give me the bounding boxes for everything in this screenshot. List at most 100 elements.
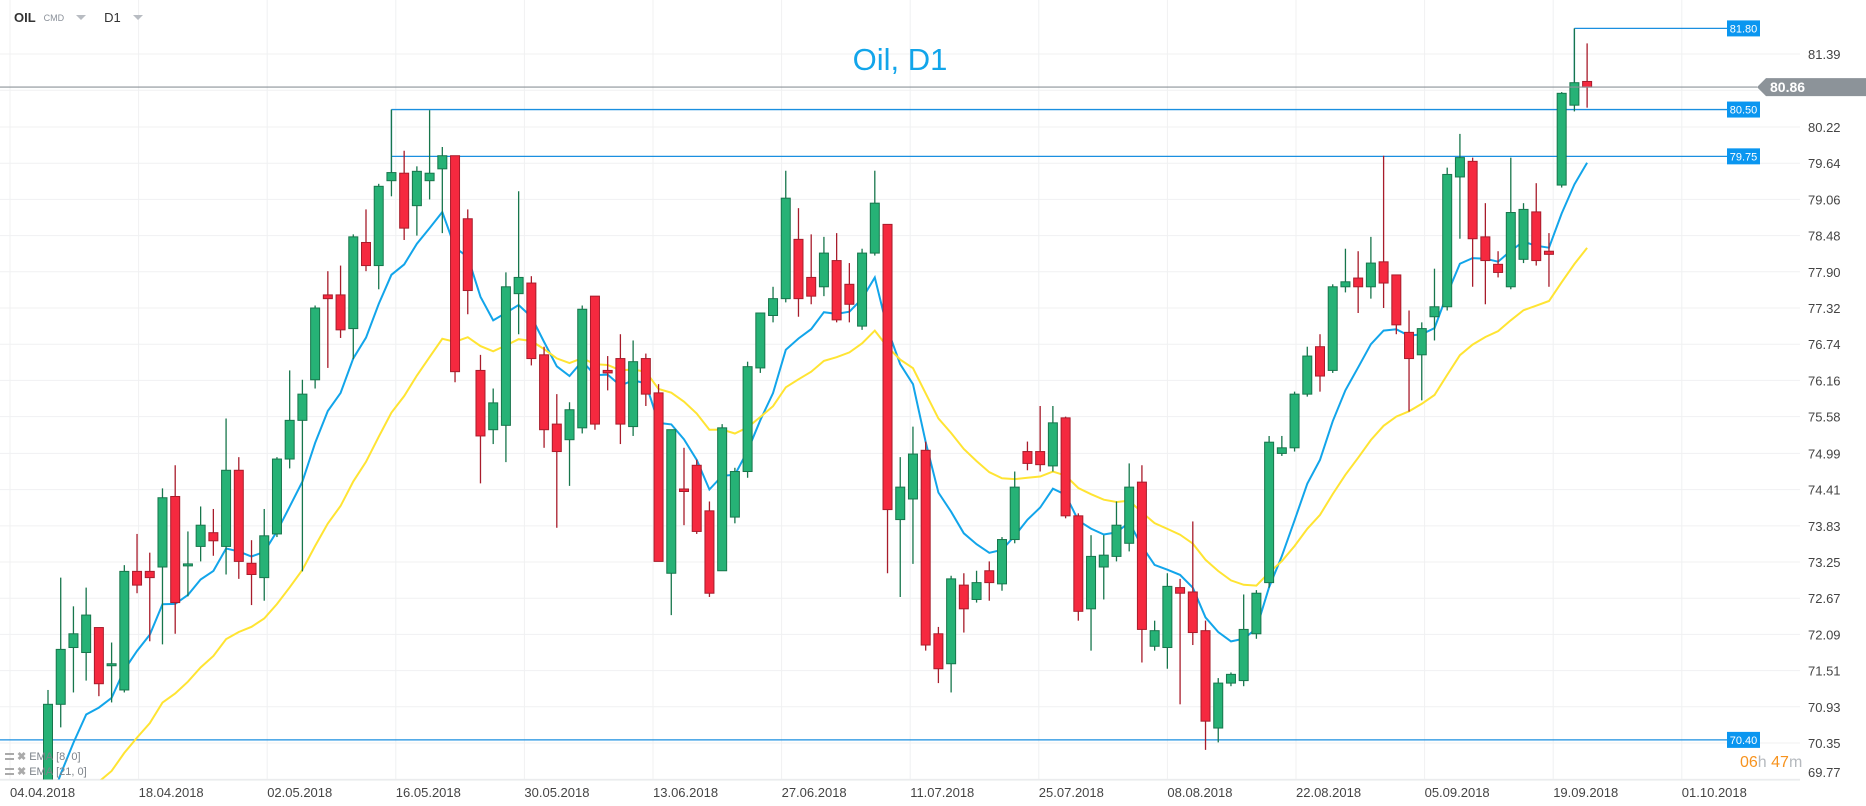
candle-body: [322, 294, 333, 300]
remove-icon[interactable]: ✖: [17, 766, 27, 778]
candle: [1315, 334, 1325, 392]
candle: [1124, 463, 1135, 552]
candle-body: [93, 627, 104, 685]
candle: [653, 384, 664, 562]
symbol-selector: OIL CMD D1: [14, 10, 153, 25]
candle-body: [742, 366, 753, 473]
candle-body: [1493, 263, 1504, 273]
y-tick-label: 70.35: [1808, 736, 1841, 751]
candle: [946, 575, 957, 693]
x-tick-label: 08.08.2018: [1167, 785, 1232, 800]
candle-body: [437, 155, 448, 170]
timeframe-selector[interactable]: D1: [104, 10, 121, 25]
candle-body: [1365, 262, 1376, 288]
symbol-name[interactable]: OIL: [14, 10, 36, 25]
candle: [437, 146, 448, 234]
candle: [195, 506, 206, 562]
timer-hours: 06: [1740, 754, 1758, 771]
candle-body: [1175, 587, 1186, 594]
level-label: 79.75: [1730, 151, 1758, 163]
candle: [869, 170, 880, 256]
candle-body: [1225, 673, 1236, 684]
candle-body: [1289, 393, 1300, 449]
candle: [322, 271, 333, 368]
y-tick-label: 80.22: [1808, 120, 1841, 135]
candle: [1213, 678, 1224, 743]
y-tick-label: 74.41: [1808, 483, 1841, 498]
settings-icon[interactable]: [5, 768, 14, 775]
candle-body: [1569, 82, 1580, 106]
candle-body: [1505, 212, 1516, 288]
candle-body: [920, 449, 931, 646]
candle-body: [399, 172, 410, 229]
candle-body: [462, 218, 473, 292]
candle-body: [1391, 274, 1402, 326]
x-tick-label: 02.05.2018: [267, 785, 332, 800]
y-tick-label: 71.51: [1808, 664, 1841, 679]
candle-body: [704, 510, 715, 594]
candle-body: [958, 584, 969, 610]
candle-countdown: 06h 47m: [1740, 754, 1802, 772]
candle-body: [132, 570, 143, 586]
grid: [0, 0, 1800, 780]
level-label: 81.80: [1730, 23, 1758, 35]
current-price-badge: [1757, 78, 1866, 97]
candle: [1429, 268, 1440, 341]
candle: [717, 424, 728, 572]
y-tick-label: 73.83: [1808, 519, 1841, 534]
legend-params: [8, 0]: [56, 750, 81, 763]
candle-body: [1467, 160, 1478, 240]
candle-body: [1429, 306, 1440, 318]
candle-body: [259, 535, 270, 579]
candle-body: [615, 358, 626, 425]
candle-body: [640, 358, 651, 395]
candle-body: [1315, 346, 1325, 377]
legend-ema-8: ✖ EMA [8, 0]: [5, 750, 81, 763]
x-tick-label: 11.07.2018: [910, 785, 974, 800]
candle: [1009, 471, 1020, 544]
legend-ema-21: ✖ EMA [21, 0]: [5, 765, 87, 778]
candle-body: [1442, 173, 1453, 308]
axes: 81.3980.8180.2279.6479.0678.4877.9077.32…: [0, 47, 1866, 800]
candle-body: [1124, 486, 1135, 544]
candle: [157, 488, 168, 645]
candle: [68, 606, 79, 693]
candle-body: [1543, 250, 1554, 255]
candle-body: [335, 294, 346, 331]
x-tick-label: 30.05.2018: [524, 785, 589, 800]
candle: [399, 150, 410, 240]
candle-body: [386, 172, 397, 182]
candle: [1531, 183, 1542, 266]
candle-body: [1136, 481, 1147, 630]
candle-body: [1162, 585, 1173, 649]
candle: [208, 508, 219, 556]
candle-body: [729, 471, 740, 518]
candle-body: [1213, 682, 1224, 729]
candle: [818, 236, 829, 297]
candle: [526, 276, 537, 366]
y-tick-label: 72.67: [1808, 591, 1841, 606]
candle: [55, 577, 66, 728]
candle: [170, 465, 181, 634]
candle: [551, 394, 562, 528]
y-tick-label: 81.39: [1808, 47, 1841, 62]
candle-body: [666, 429, 677, 574]
candle: [411, 166, 422, 236]
candle: [1276, 435, 1287, 456]
candle-body: [844, 283, 855, 305]
chevron-down-icon[interactable]: [132, 15, 143, 20]
candle: [284, 370, 295, 469]
settings-icon[interactable]: [5, 753, 14, 760]
candle: [1493, 251, 1504, 278]
chevron-down-icon[interactable]: [76, 15, 87, 20]
candle: [768, 286, 779, 323]
symbol-category: CMD: [43, 12, 65, 23]
candle: [93, 627, 104, 697]
candle-body: [679, 488, 689, 492]
candle-body: [157, 497, 168, 568]
candle-body: [882, 223, 893, 511]
remove-icon[interactable]: ✖: [17, 751, 27, 763]
candle: [1543, 233, 1554, 287]
candle: [221, 418, 232, 575]
